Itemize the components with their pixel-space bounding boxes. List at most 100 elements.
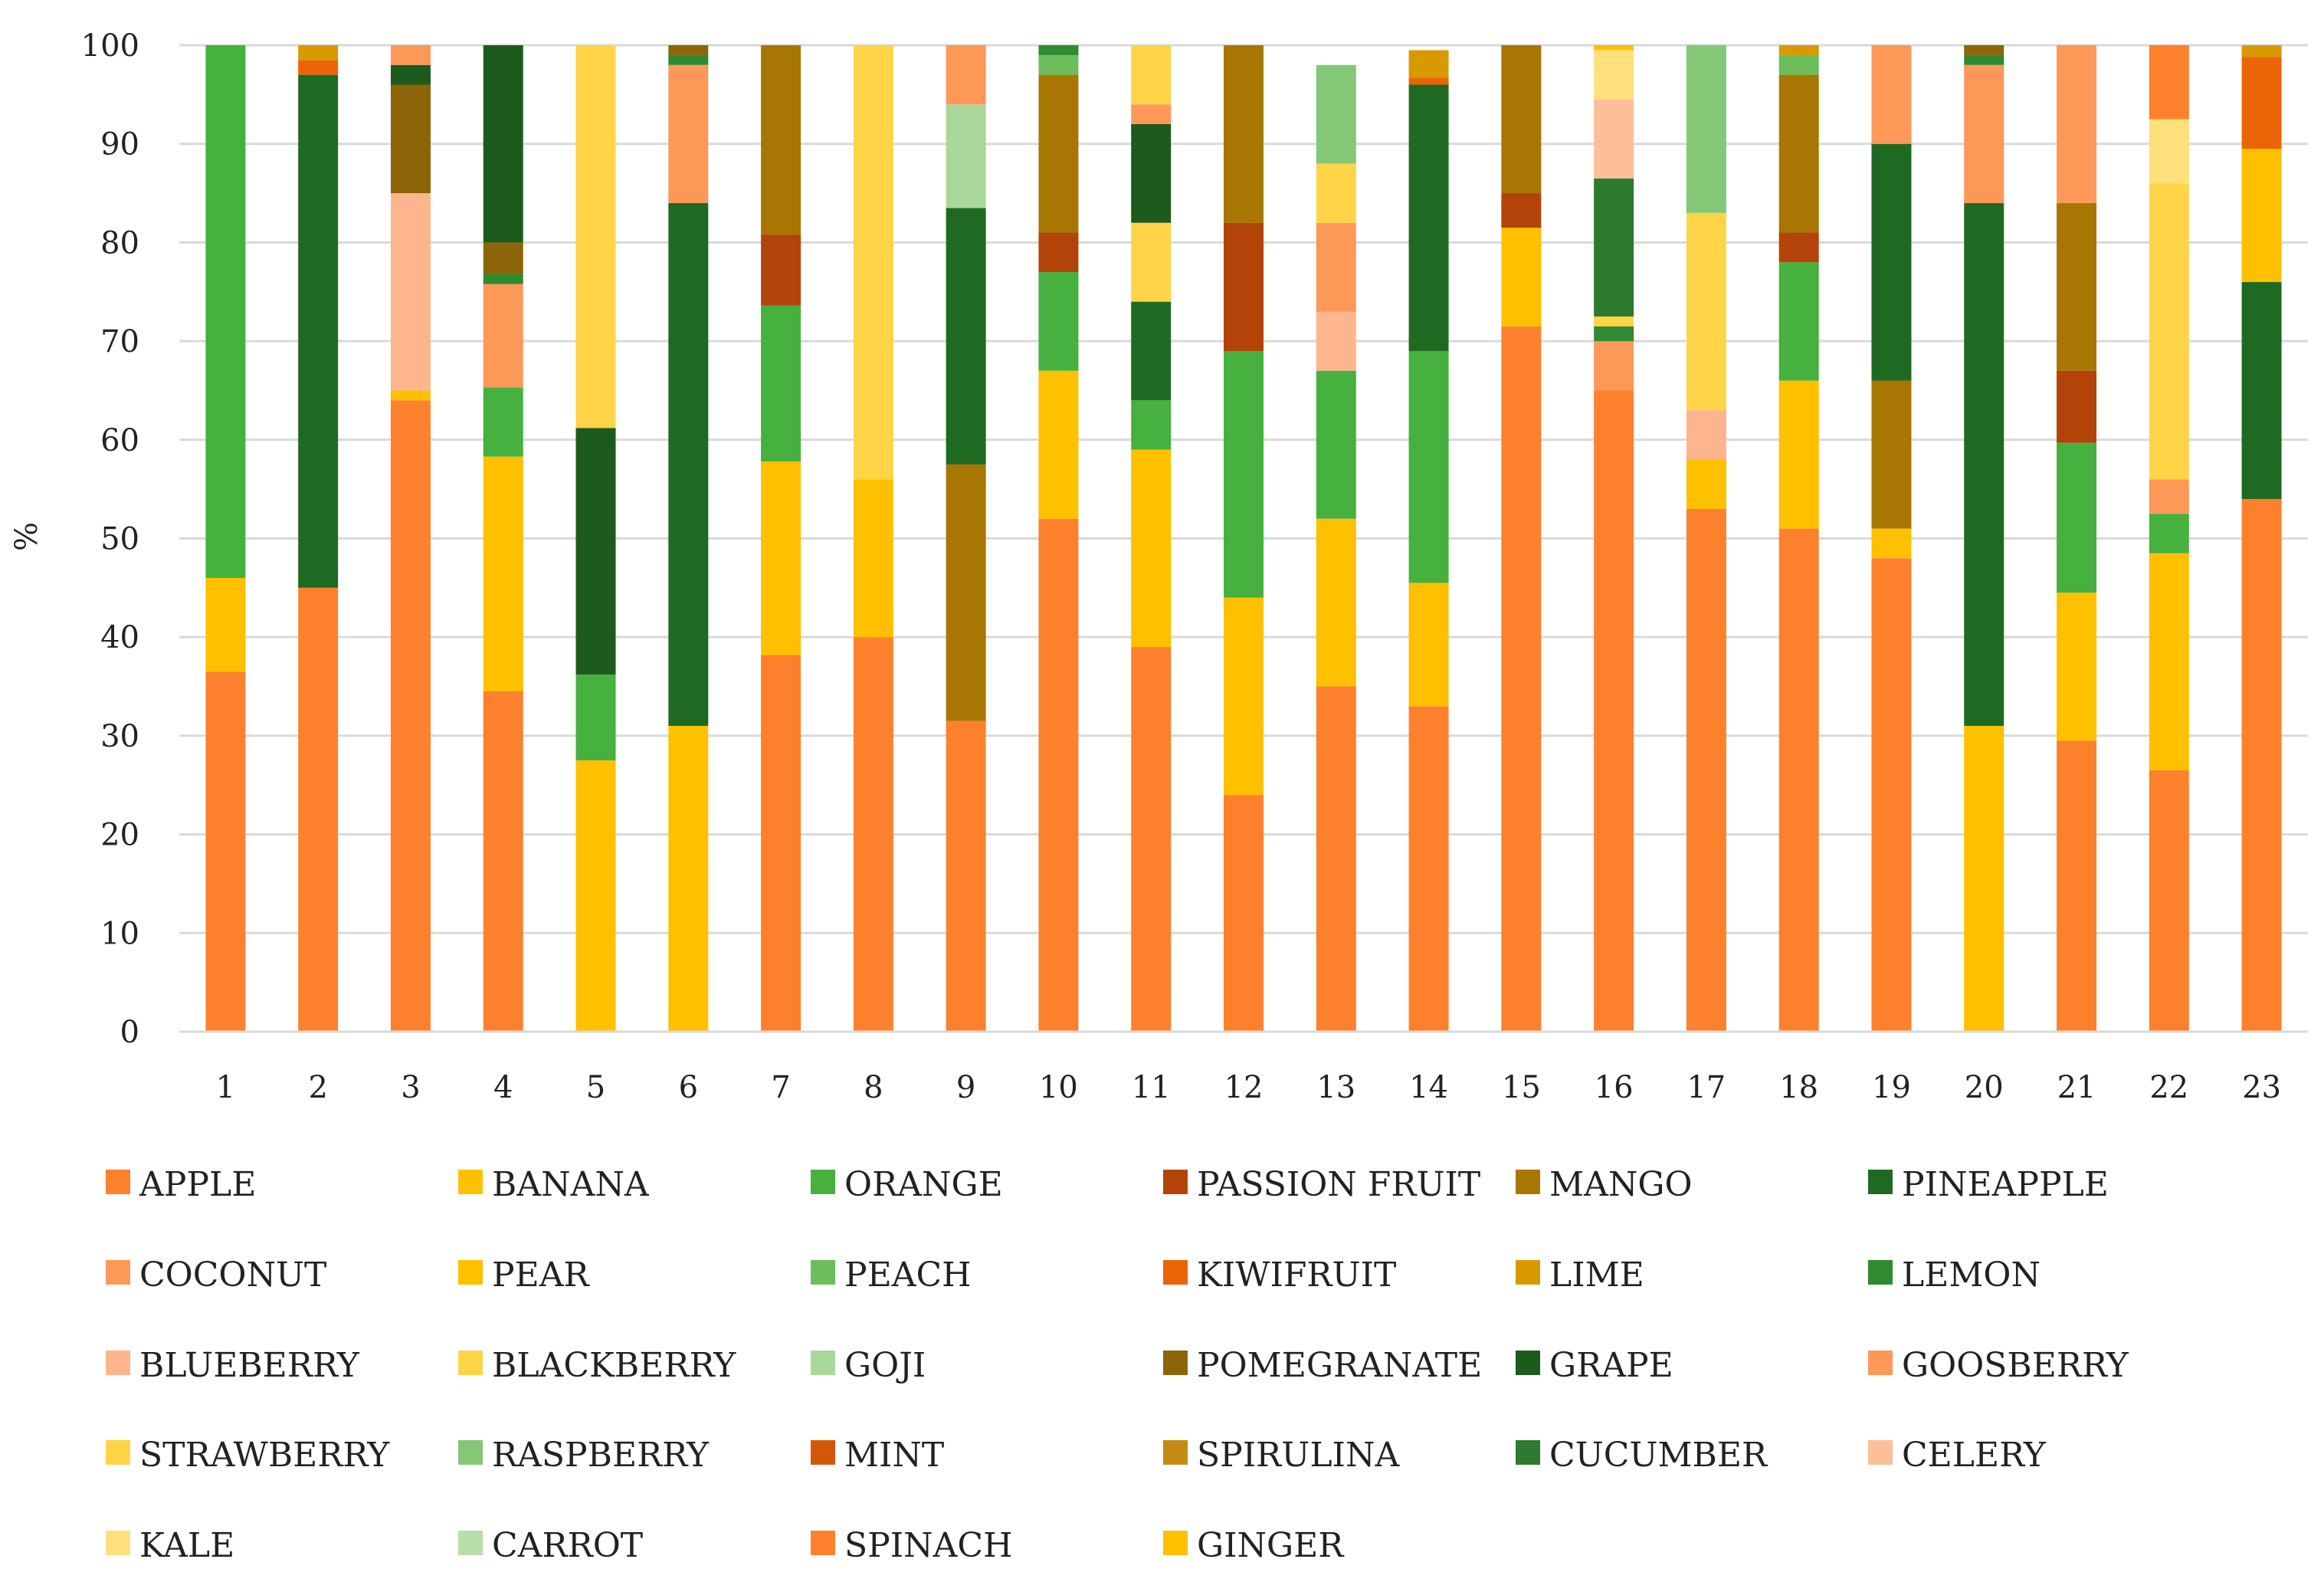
bar-segment-apple <box>1224 795 1264 1032</box>
bar-segment-pineapple <box>946 208 986 464</box>
bar-stack-13 <box>1316 64 1356 1032</box>
bar-segment-strawberry <box>575 45 616 428</box>
legend-item-carrot: CARROT <box>458 1526 643 1565</box>
bar-segment-banana <box>1224 597 1264 796</box>
bar-segment-orange <box>1778 262 1819 381</box>
bar-segment-banana <box>1778 380 1819 529</box>
bar-stack-21 <box>2057 45 2097 1032</box>
bar-segment-apple <box>298 587 339 1032</box>
legend-label: CUCUMBER <box>1549 1436 1768 1475</box>
bar-stack-2 <box>298 45 339 1032</box>
bar-segment-kiwifruit <box>2241 57 2282 149</box>
bar-segment-banana <box>761 461 801 655</box>
bar-segment-banana <box>1871 528 1912 559</box>
legend-swatch <box>458 1351 483 1375</box>
legend-label: KIWIFRUIT <box>1197 1255 1396 1295</box>
bar-segment-pomegranate <box>483 242 523 274</box>
bar-stack-3 <box>390 45 431 1032</box>
bar-segment-apple <box>205 671 246 1032</box>
bar-segment-coconut <box>483 284 523 388</box>
x-tick-label: 19 <box>1872 1070 1911 1105</box>
bar-segment-mango <box>1778 74 1819 233</box>
bar-segment-apple <box>483 691 523 1032</box>
bar-segment-lime <box>298 45 339 61</box>
bar-segment-passion-fruit <box>2057 370 2097 443</box>
bar-segment-orange <box>1038 272 1079 371</box>
bar-segment-apple <box>1131 647 1172 1032</box>
bar-segment-peach <box>1778 54 1819 75</box>
y-tick-label: 80 <box>100 225 139 261</box>
legend-swatch <box>458 1440 483 1465</box>
bar-segment-orange <box>1316 370 1356 519</box>
y-tick-label: 60 <box>100 423 139 458</box>
legend-item-mango: MANGO <box>1516 1165 1693 1204</box>
x-tick-label: 4 <box>493 1070 513 1105</box>
bar-segment-orange <box>2149 514 2189 553</box>
bar-stack-14 <box>1408 50 1449 1032</box>
bar-segment-spinach <box>2149 45 2189 120</box>
bar-stack-15 <box>1501 45 1542 1032</box>
legend-label: APPLE <box>139 1165 256 1204</box>
bar-stack-19 <box>1871 45 1912 1032</box>
legend-label: CELERY <box>1902 1436 2047 1475</box>
bar-segment-lime <box>1778 45 1819 55</box>
bar-segment-ginger <box>1594 45 1634 51</box>
bar-segment-raspberry <box>1316 64 1356 164</box>
bar-segment-pineapple <box>1871 143 1912 381</box>
legend-item-kale: KALE <box>106 1526 234 1565</box>
legend-item-cucumber: CUCUMBER <box>1516 1436 1768 1475</box>
bar-segment-passion-fruit <box>1501 193 1542 228</box>
bar-segment-pineapple <box>298 74 339 588</box>
bar-segment-banana <box>668 726 709 1032</box>
bar-stack-1 <box>205 45 246 1032</box>
bar-segment-banana <box>1686 459 1726 509</box>
bar-segment-strawberry <box>1686 212 1726 411</box>
bar-segment-orange <box>761 305 801 462</box>
y-tick-label: 90 <box>100 127 139 162</box>
bar-segment-pomegranate <box>1964 45 2004 55</box>
legend-item-celery: CELERY <box>1868 1436 2047 1475</box>
x-tick-label: 1 <box>216 1070 235 1105</box>
bar-segment-passion-fruit <box>1778 232 1819 263</box>
bar-stack-18 <box>1778 45 1819 1032</box>
bar-segment-mango <box>1871 380 1912 529</box>
bar-segment-blueberry <box>1316 311 1356 371</box>
bar-segment-apple <box>1316 686 1356 1032</box>
bar-segment-goosberry <box>2149 479 2189 514</box>
bar-segment-strawberry <box>853 45 893 480</box>
x-tick-label: 2 <box>308 1070 327 1105</box>
bar-segment-apple <box>946 720 986 1032</box>
bar-stack-4 <box>483 45 523 1032</box>
bar-stack-9 <box>946 45 986 1032</box>
bar-segment-goosberry <box>1131 104 1172 124</box>
legend-label: KALE <box>139 1526 234 1565</box>
legend-swatch <box>811 1531 835 1555</box>
bar-segment-mango <box>1501 45 1542 194</box>
y-tick-label: 70 <box>100 324 139 359</box>
legend-item-kiwifruit: KIWIFRUIT <box>1163 1255 1396 1295</box>
bar-segment-apple <box>1038 518 1079 1032</box>
bar-segment-banana <box>1038 370 1079 519</box>
legend-label: ORANGE <box>844 1165 1003 1204</box>
bar-segment-orange <box>483 387 523 457</box>
bar-segment-blueberry <box>390 193 431 391</box>
bar-segment-grape <box>390 64 431 85</box>
bar-segment-mango <box>1224 45 1264 223</box>
bar-segment-blueberry <box>1686 410 1726 460</box>
legend-item-pineapple: PINEAPPLE <box>1868 1165 2109 1204</box>
legend-swatch <box>106 1170 130 1194</box>
legend-item-banana: BANANA <box>458 1165 650 1204</box>
bar-segment-kale <box>2149 119 2189 184</box>
legend-swatch <box>1516 1351 1540 1375</box>
bar-segment-orange <box>575 674 616 761</box>
bar-segment-kiwifruit <box>1408 77 1449 85</box>
legend-swatch <box>106 1351 130 1375</box>
bar-segment-apple <box>1778 528 1819 1032</box>
legend-label: BLACKBERRY <box>492 1346 736 1385</box>
bar-segment-banana <box>2149 553 2189 770</box>
legend-label: SPINACH <box>844 1526 1012 1565</box>
legend: APPLE BANANA ORANGE PASSION FRUIT MANGO PINEA… <box>106 1165 2129 1565</box>
bar-segment-mango <box>761 45 801 235</box>
bar-segment-pear <box>2241 149 2282 282</box>
